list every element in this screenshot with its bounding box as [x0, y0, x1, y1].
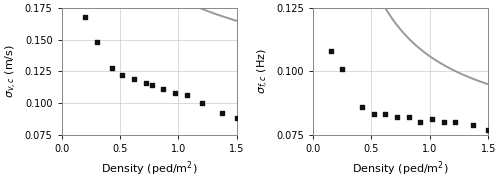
Point — [404, 115, 412, 118]
Point — [358, 105, 366, 108]
Point — [416, 120, 424, 123]
Point — [81, 16, 89, 19]
Point — [469, 123, 477, 126]
Point — [440, 120, 448, 123]
Point — [326, 50, 334, 53]
Point — [484, 128, 492, 131]
Point — [142, 81, 150, 84]
Point — [148, 84, 156, 87]
Y-axis label: $\sigma_{f,c}$ (Hz): $\sigma_{f,c}$ (Hz) — [256, 48, 270, 94]
Y-axis label: $\sigma_{v,c}$ (m/s): $\sigma_{v,c}$ (m/s) — [4, 45, 20, 98]
Point — [130, 77, 138, 80]
Point — [182, 94, 190, 97]
Point — [382, 113, 390, 116]
Point — [218, 112, 226, 115]
Point — [92, 41, 100, 44]
Point — [233, 117, 241, 120]
X-axis label: Density (ped/m$^2$): Density (ped/m$^2$) — [352, 159, 449, 178]
Point — [118, 74, 126, 77]
Point — [428, 118, 436, 121]
Point — [198, 102, 205, 105]
Point — [338, 67, 346, 70]
Point — [171, 91, 179, 94]
Point — [452, 120, 460, 123]
X-axis label: Density (ped/m$^2$): Density (ped/m$^2$) — [101, 159, 198, 178]
Point — [108, 66, 116, 69]
Point — [393, 115, 401, 118]
Point — [370, 113, 378, 116]
Point — [159, 88, 167, 91]
